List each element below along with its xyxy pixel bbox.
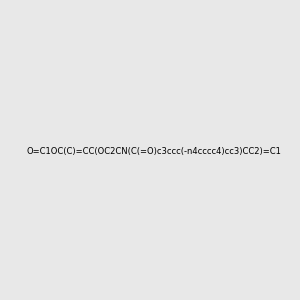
Text: O=C1OC(C)=CC(OC2CN(C(=O)c3ccc(-n4cccc4)cc3)CC2)=C1: O=C1OC(C)=CC(OC2CN(C(=O)c3ccc(-n4cccc4)c… xyxy=(26,147,281,156)
